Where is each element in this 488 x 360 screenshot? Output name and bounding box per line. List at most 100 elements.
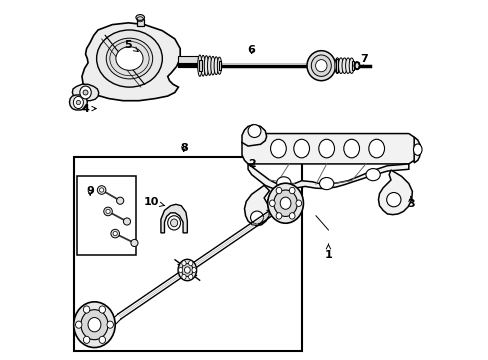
Polygon shape <box>247 164 408 189</box>
Ellipse shape <box>341 58 346 73</box>
Ellipse shape <box>123 218 130 225</box>
Ellipse shape <box>276 177 290 189</box>
Ellipse shape <box>293 139 309 158</box>
Text: 7: 7 <box>359 54 367 68</box>
Bar <box>351 61 353 70</box>
Ellipse shape <box>354 62 359 69</box>
Ellipse shape <box>99 336 105 343</box>
Polygon shape <box>72 84 99 101</box>
Ellipse shape <box>107 321 113 328</box>
Ellipse shape <box>318 139 334 158</box>
Ellipse shape <box>83 306 90 313</box>
Ellipse shape <box>289 187 294 194</box>
Ellipse shape <box>73 96 83 109</box>
Ellipse shape <box>217 57 221 74</box>
Ellipse shape <box>136 15 144 20</box>
Ellipse shape <box>167 216 180 230</box>
Ellipse shape <box>368 139 384 158</box>
Ellipse shape <box>267 183 303 223</box>
Ellipse shape <box>97 30 162 87</box>
Ellipse shape <box>74 302 115 347</box>
Ellipse shape <box>338 58 343 73</box>
Ellipse shape <box>182 274 186 279</box>
Ellipse shape <box>99 188 103 192</box>
Ellipse shape <box>276 187 281 194</box>
Text: 9: 9 <box>86 186 94 197</box>
Bar <box>335 59 338 72</box>
Ellipse shape <box>270 139 285 158</box>
Ellipse shape <box>170 219 177 227</box>
Ellipse shape <box>81 310 108 340</box>
Ellipse shape <box>113 231 117 236</box>
Ellipse shape <box>306 51 335 81</box>
Ellipse shape <box>276 213 281 219</box>
Bar <box>74 157 301 351</box>
Ellipse shape <box>365 168 380 181</box>
Ellipse shape <box>99 306 105 313</box>
Polygon shape <box>244 185 269 226</box>
Ellipse shape <box>315 60 326 72</box>
Text: 5: 5 <box>124 40 138 51</box>
Ellipse shape <box>97 186 106 194</box>
Polygon shape <box>378 170 411 215</box>
Ellipse shape <box>188 274 192 279</box>
Text: 6: 6 <box>247 45 255 55</box>
Ellipse shape <box>201 55 205 76</box>
Ellipse shape <box>184 267 190 273</box>
Bar <box>198 60 201 71</box>
Ellipse shape <box>345 58 350 73</box>
Ellipse shape <box>280 197 290 209</box>
Bar <box>136 19 143 26</box>
Ellipse shape <box>319 177 333 190</box>
Ellipse shape <box>289 213 294 219</box>
Ellipse shape <box>83 90 88 95</box>
Ellipse shape <box>348 58 353 73</box>
Polygon shape <box>69 95 87 110</box>
Text: 10: 10 <box>143 197 164 207</box>
Ellipse shape <box>192 267 196 273</box>
Ellipse shape <box>178 259 196 281</box>
Ellipse shape <box>178 267 183 273</box>
Polygon shape <box>82 23 180 101</box>
Text: 1: 1 <box>324 244 332 260</box>
Ellipse shape <box>88 318 101 332</box>
Ellipse shape <box>106 209 110 213</box>
Ellipse shape <box>131 239 138 247</box>
Ellipse shape <box>273 190 297 216</box>
Bar <box>218 62 221 70</box>
Ellipse shape <box>188 261 192 266</box>
Ellipse shape <box>111 229 119 238</box>
Text: 4: 4 <box>81 104 96 113</box>
Ellipse shape <box>103 207 112 216</box>
Ellipse shape <box>311 55 331 76</box>
Ellipse shape <box>76 100 81 105</box>
Ellipse shape <box>334 58 339 73</box>
Polygon shape <box>242 125 266 146</box>
Ellipse shape <box>269 200 275 206</box>
Ellipse shape <box>413 144 421 156</box>
Text: 3: 3 <box>407 197 414 209</box>
Ellipse shape <box>295 200 301 206</box>
Ellipse shape <box>106 38 152 79</box>
Ellipse shape <box>386 193 400 207</box>
Ellipse shape <box>250 211 263 224</box>
Bar <box>178 57 198 63</box>
Ellipse shape <box>207 56 211 75</box>
Ellipse shape <box>214 57 218 75</box>
Ellipse shape <box>181 264 193 276</box>
Ellipse shape <box>247 125 261 138</box>
Bar <box>77 176 135 255</box>
Text: 2: 2 <box>248 159 256 169</box>
Polygon shape <box>413 137 420 163</box>
Ellipse shape <box>182 261 186 266</box>
Ellipse shape <box>116 47 143 70</box>
Polygon shape <box>161 204 187 233</box>
Ellipse shape <box>83 336 90 343</box>
Polygon shape <box>242 134 417 164</box>
Ellipse shape <box>210 57 215 75</box>
Ellipse shape <box>80 86 91 99</box>
Ellipse shape <box>197 55 202 76</box>
Ellipse shape <box>343 139 359 158</box>
Ellipse shape <box>75 321 82 328</box>
Text: 8: 8 <box>180 143 187 153</box>
